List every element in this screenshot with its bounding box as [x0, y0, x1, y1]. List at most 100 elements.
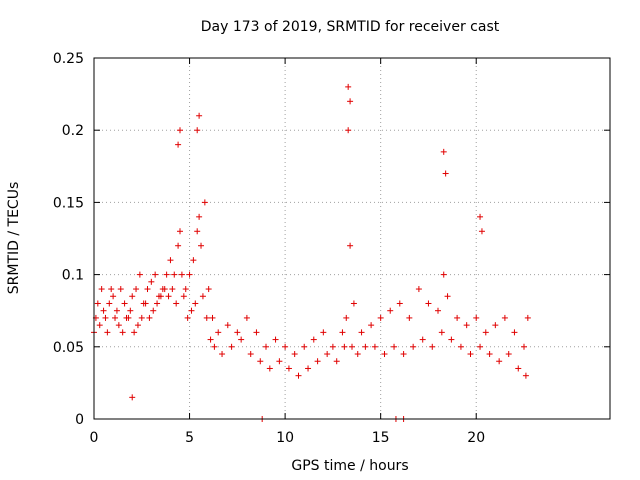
- data-point: [341, 343, 348, 350]
- data-point: [478, 228, 485, 235]
- data-point: [196, 213, 203, 220]
- data-point: [194, 127, 201, 134]
- data-point: [419, 336, 426, 343]
- data-point: [440, 148, 447, 155]
- y-tick-label: 0.25: [53, 51, 84, 67]
- data-point: [198, 242, 205, 249]
- data-point: [358, 329, 365, 336]
- data-point: [201, 199, 208, 206]
- data-point: [163, 271, 170, 278]
- data-point: [94, 300, 101, 307]
- y-tick-label: 0: [75, 412, 84, 428]
- data-point: [263, 343, 269, 350]
- data-point: [350, 300, 357, 307]
- data-point: [314, 358, 321, 365]
- y-tick-label: 0.2: [62, 123, 84, 139]
- data-point: [272, 336, 279, 343]
- data-point: [339, 329, 346, 336]
- data-point: [207, 336, 214, 343]
- data-point: [129, 394, 136, 401]
- x-tick-label: 0: [90, 430, 99, 446]
- data-point: [463, 322, 470, 329]
- data-point: [320, 329, 327, 336]
- data-point: [196, 112, 203, 119]
- data-point: [194, 228, 201, 235]
- data-point: [165, 293, 172, 300]
- data-point: [215, 329, 222, 336]
- data-point: [182, 286, 189, 293]
- data-point: [199, 293, 206, 300]
- data-point: [123, 314, 130, 321]
- data-point: [177, 228, 183, 235]
- data-point: [157, 293, 164, 300]
- data-points: [91, 83, 531, 422]
- data-point: [454, 314, 461, 321]
- data-point: [448, 336, 455, 343]
- data-point: [144, 286, 151, 293]
- data-point: [146, 314, 153, 321]
- data-point: [171, 271, 178, 278]
- data-point: [486, 351, 493, 358]
- data-point: [131, 329, 138, 336]
- data-point: [238, 336, 245, 343]
- data-point: [175, 242, 182, 249]
- data-point: [521, 343, 527, 350]
- data-point: [442, 170, 449, 177]
- data-point: [285, 365, 292, 372]
- data-point: [457, 343, 464, 350]
- data-point: [129, 293, 136, 300]
- data-point: [253, 329, 260, 336]
- data-point: [209, 314, 216, 321]
- data-point: [324, 351, 331, 358]
- data-point: [108, 286, 115, 293]
- data-point: [406, 314, 413, 321]
- data-point: [301, 343, 308, 350]
- data-point: [276, 358, 283, 365]
- data-point: [492, 322, 499, 329]
- data-point: [219, 351, 226, 358]
- data-point: [228, 343, 235, 350]
- data-point: [136, 271, 143, 278]
- data-point: [257, 358, 264, 365]
- data-point: [154, 300, 161, 307]
- data-point: [173, 300, 180, 307]
- data-point: [435, 307, 441, 314]
- data-point: [343, 314, 350, 321]
- data-point: [152, 271, 159, 278]
- data-point: [522, 372, 529, 379]
- data-point: [243, 314, 250, 321]
- data-point: [142, 300, 149, 307]
- data-point: [501, 314, 508, 321]
- y-axis-label: SRMTID / TECUs: [6, 182, 22, 295]
- data-point: [113, 307, 120, 314]
- data-point: [203, 314, 210, 321]
- data-point: [150, 307, 157, 314]
- data-point: [511, 329, 518, 336]
- data-point: [524, 314, 531, 321]
- data-point: [119, 329, 126, 336]
- data-point: [169, 286, 176, 293]
- data-point: [354, 351, 361, 358]
- data-point: [205, 286, 212, 293]
- x-axis: 0 5 10 15 20: [90, 58, 485, 446]
- data-point: [415, 286, 422, 293]
- data-point: [186, 271, 193, 278]
- data-point: [482, 329, 489, 336]
- data-point: [396, 300, 403, 307]
- data-point: [333, 358, 340, 365]
- data-point: [377, 314, 384, 321]
- data-point: [98, 286, 105, 293]
- data-point: [477, 213, 484, 220]
- data-point: [100, 307, 107, 314]
- data-point: [371, 343, 378, 350]
- data-point: [167, 257, 174, 264]
- data-point: [96, 322, 103, 329]
- chart-title: Day 173 of 2019, SRMTID for receiver cas…: [201, 19, 500, 35]
- data-point: [117, 286, 124, 293]
- y-tick-label: 0.1: [62, 268, 84, 284]
- data-point: [133, 286, 140, 293]
- data-point: [310, 336, 317, 343]
- data-point: [112, 314, 119, 321]
- data-point: [477, 343, 484, 350]
